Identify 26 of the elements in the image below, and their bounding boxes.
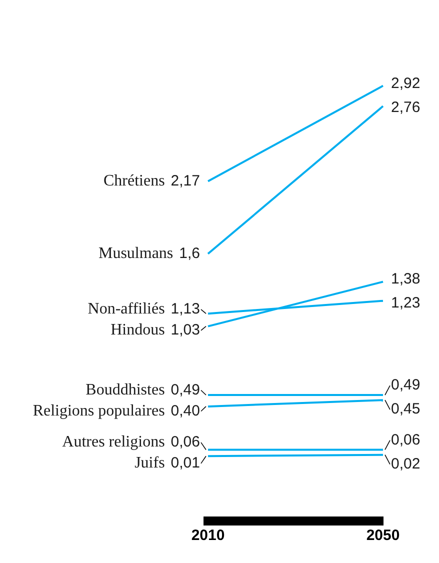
data-label: 1,23 <box>391 294 420 312</box>
text: Hindous <box>110 322 165 339</box>
text: Chrétiens <box>103 172 165 190</box>
text: Autres religions <box>62 434 165 451</box>
data-label: 0,06 <box>391 431 420 448</box>
data-label: 0,02 <box>391 455 420 472</box>
x-tick-label: 2050 <box>366 527 400 544</box>
data-label: 2,92 <box>391 75 420 92</box>
data-label: 1,13 <box>170 300 200 318</box>
data-label: 0,06 <box>170 434 200 451</box>
x-tick-label: 2010 <box>191 527 225 544</box>
text: Religions populaires <box>32 402 165 420</box>
data-label: 1,6 <box>179 244 200 262</box>
data-label: 2,17 <box>170 172 200 190</box>
data-label: 1,38 <box>391 270 420 288</box>
data-label: 0,45 <box>391 400 420 418</box>
data-label: 0,01 <box>170 454 200 472</box>
data-label: 0,49 <box>391 376 420 394</box>
data-label: 1,03 <box>170 322 200 339</box>
data-label: 0,40 <box>170 402 200 420</box>
text: Non-affiliés <box>88 300 165 318</box>
data-label: 2,76 <box>391 99 420 116</box>
text: Bouddhistes <box>86 381 165 398</box>
text: Musulmans <box>98 244 174 262</box>
text: Juifs <box>134 454 165 472</box>
data-label: 0,49 <box>170 381 200 398</box>
